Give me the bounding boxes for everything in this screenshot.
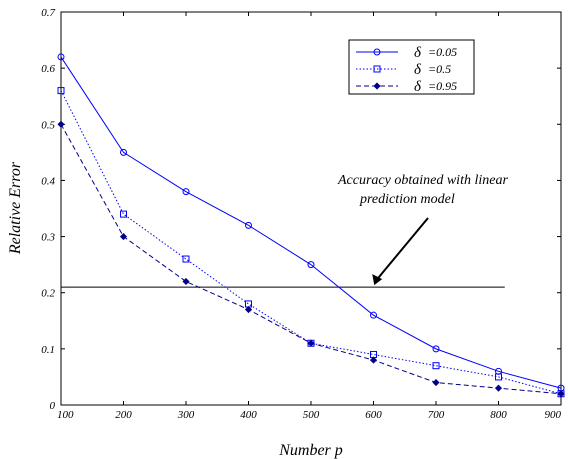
series-line — [60, 56, 562, 389]
legend-label: =0.05 — [428, 45, 457, 59]
data-point-circle — [120, 148, 127, 156]
legend-label: =0.95 — [428, 79, 457, 93]
data-point-diamond — [369, 356, 378, 364]
legend: δ =0.05 δ =0.5 δ =0.95 — [348, 39, 475, 95]
series-2 — [57, 87, 565, 398]
y-tick-label: 0 — [50, 400, 56, 412]
data-point-circle — [57, 53, 65, 61]
y-tick-label: 0.1 — [41, 344, 55, 356]
x-tick-label: 500 — [303, 409, 320, 421]
data-point-diamond — [373, 82, 381, 90]
data-point-circle — [370, 311, 377, 319]
legend-label: =0.5 — [428, 62, 451, 76]
x-tick-label: 300 — [177, 409, 195, 421]
y-tick-label: 0.4 — [41, 175, 55, 187]
annotation-line-1: Accuracy obtained with linear — [337, 173, 508, 188]
series-group — [57, 53, 565, 398]
x-tick-label: 800 — [490, 409, 507, 421]
y-tick-label: 0.6 — [41, 63, 55, 75]
legend-symbol: δ — [414, 79, 422, 95]
y-tick-label: 0.2 — [41, 288, 55, 300]
x-axis-title: Number p — [278, 442, 343, 459]
data-point-square — [432, 362, 440, 370]
data-point-diamond — [57, 120, 65, 128]
x-tick-label: 200 — [115, 409, 132, 421]
annotation-arrowhead — [372, 274, 383, 286]
data-point-diamond — [244, 305, 253, 314]
legend-symbol: δ — [414, 45, 422, 61]
series-3 — [57, 120, 565, 398]
y-tick-label: 0.5 — [41, 119, 55, 131]
data-point-square — [182, 255, 190, 263]
x-tick-label: 400 — [240, 409, 257, 421]
x-tick-label: 700 — [428, 409, 445, 421]
annotation-line-2: prediction model — [359, 192, 455, 207]
annotation-arrow-shaft — [376, 217, 429, 280]
data-point-square — [495, 373, 502, 381]
data-point-diamond — [432, 378, 440, 387]
data-point-circle — [373, 48, 381, 56]
legend-symbol: δ — [414, 62, 422, 78]
series-1 — [57, 53, 565, 392]
data-point-diamond — [557, 390, 565, 398]
data-point-circle — [245, 221, 252, 229]
y-tick-label: 0.3 — [41, 232, 55, 244]
data-point-diamond — [494, 384, 503, 392]
x-tick-label: 600 — [365, 409, 382, 421]
y-axis-title: Relative Error — [7, 161, 24, 255]
data-point-square — [57, 87, 65, 95]
data-point-diamond — [182, 277, 190, 286]
axis-ticks: 100 200 300 400 500 600 700 800 900 0 0.1 0.2 0.3 0.4… — [41, 7, 562, 421]
data-point-diamond — [307, 339, 315, 347]
annotation-group: Accuracy obtained with linear prediction … — [337, 173, 508, 286]
y-tick-label: 0.7 — [41, 7, 55, 19]
data-point-square — [373, 65, 381, 73]
x-tick-label: 900 — [545, 409, 562, 421]
data-point-square — [120, 210, 127, 218]
data-point-diamond — [119, 233, 128, 241]
series-line — [60, 124, 562, 395]
data-point-circle — [307, 261, 315, 269]
data-point-circle — [432, 345, 440, 353]
legend-box — [348, 39, 475, 95]
series-line — [60, 90, 562, 395]
x-tick-label: 100 — [57, 409, 74, 421]
data-point-circle — [182, 188, 190, 196]
